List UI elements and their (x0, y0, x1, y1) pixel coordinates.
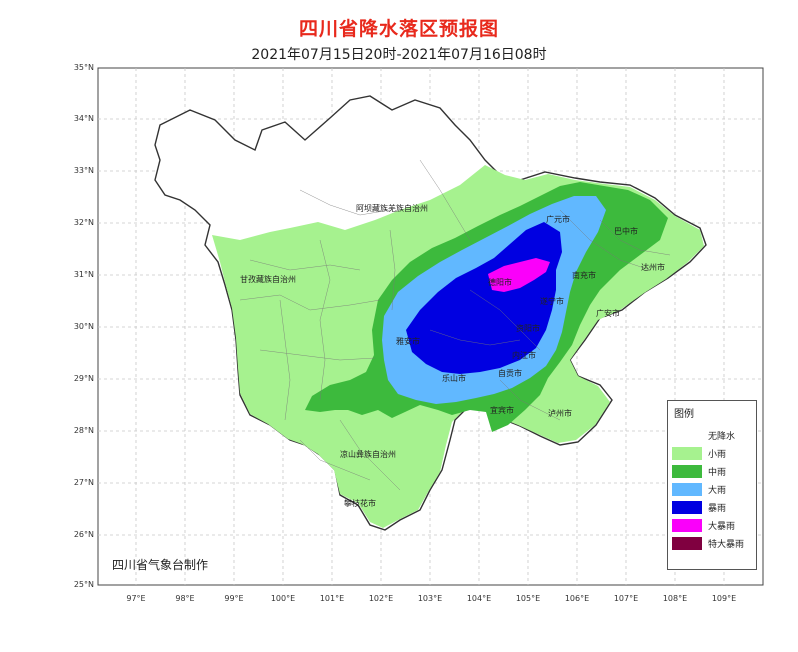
lat-label: 35°N (73, 63, 94, 72)
legend-label: 特大暴雨 (708, 540, 745, 550)
legend-item: 特大暴雨 (672, 535, 754, 551)
lon-label: 99°E (224, 594, 244, 603)
place-label: 自贡市 (498, 369, 522, 378)
legend-label: 小雨 (708, 450, 727, 460)
place-label: 巴中市 (614, 227, 638, 236)
place-label: 达州市 (641, 263, 665, 272)
map-subtitle: 2021年07月15日20时-2021年07月16日08时 (251, 47, 547, 63)
legend-label: 无降水 (708, 432, 736, 442)
county-boundaries (239, 159, 671, 491)
legend-item: 小雨 (672, 445, 754, 461)
lat-label: 30°N (73, 322, 94, 331)
legend-label: 大雨 (708, 486, 727, 496)
legend-label: 大暴雨 (708, 522, 736, 532)
legend-swatch (672, 447, 702, 460)
area-severe-rainstorm (488, 258, 550, 292)
lat-label: 31°N (73, 270, 94, 279)
legend-title: 图例 (674, 409, 694, 420)
place-label: 南充市 (572, 271, 596, 280)
lon-label: 98°E (175, 594, 195, 603)
lon-label: 100°E (270, 594, 296, 603)
lat-label: 26°N (73, 530, 94, 539)
lat-label: 33°N (73, 166, 94, 175)
legend-swatch (672, 429, 702, 442)
legend-item: 大雨 (672, 481, 754, 497)
place-label: 阿坝藏族羌族自治州 (356, 204, 428, 213)
place-label: 攀枝花市 (344, 499, 376, 508)
legend-item: 大暴雨 (672, 517, 754, 533)
lat-label: 28°N (73, 426, 94, 435)
legend-label: 暴雨 (708, 504, 727, 514)
place-label: 凉山彝族自治州 (340, 450, 396, 459)
legend-swatch (672, 465, 702, 478)
place-label: 乐山市 (442, 374, 466, 383)
place-label: 资阳市 (516, 324, 540, 333)
map-legend: 图例 无降水 小雨 中雨 大雨 暴雨 大暴雨 特大暴雨 (667, 400, 757, 570)
area-rainstorm (406, 222, 562, 374)
legend-swatch (672, 501, 702, 514)
lon-label: 97°E (126, 594, 146, 603)
lon-label: 105°E (515, 594, 541, 603)
credit-text: 四川省气象台制作 (112, 558, 209, 572)
legend-label: 中雨 (708, 468, 727, 478)
place-label: 广安市 (596, 309, 620, 318)
lon-label: 108°E (662, 594, 688, 603)
lon-label: 103°E (417, 594, 443, 603)
lon-label: 107°E (613, 594, 639, 603)
lon-label: 109°E (711, 594, 737, 603)
legend-swatch (672, 483, 702, 496)
lon-label: 102°E (368, 594, 394, 603)
place-label: 广元市 (546, 215, 570, 224)
lon-label: 106°E (564, 594, 590, 603)
lat-label: 25°N (73, 580, 94, 589)
legend-item: 无降水 (672, 427, 754, 443)
place-label: 德阳市 (488, 278, 512, 287)
place-label: 甘孜藏族自治州 (240, 275, 296, 284)
place-label: 宜宾市 (490, 406, 514, 415)
place-label: 泸州市 (548, 409, 572, 418)
lat-label: 34°N (73, 114, 94, 123)
lat-label: 27°N (73, 478, 94, 487)
lon-label: 104°E (466, 594, 492, 603)
legend-item: 中雨 (672, 463, 754, 479)
lon-label: 101°E (319, 594, 345, 603)
legend-swatch (672, 537, 702, 550)
legend-swatch (672, 519, 702, 532)
place-label: 雅安市 (396, 337, 420, 346)
legend-item: 暴雨 (672, 499, 754, 515)
lat-label: 32°N (73, 218, 94, 227)
place-label: 内江市 (512, 351, 536, 360)
map-title: 四川省降水落区预报图 (298, 18, 499, 40)
place-label: 遂宁市 (540, 297, 564, 306)
lat-label: 29°N (73, 374, 94, 383)
